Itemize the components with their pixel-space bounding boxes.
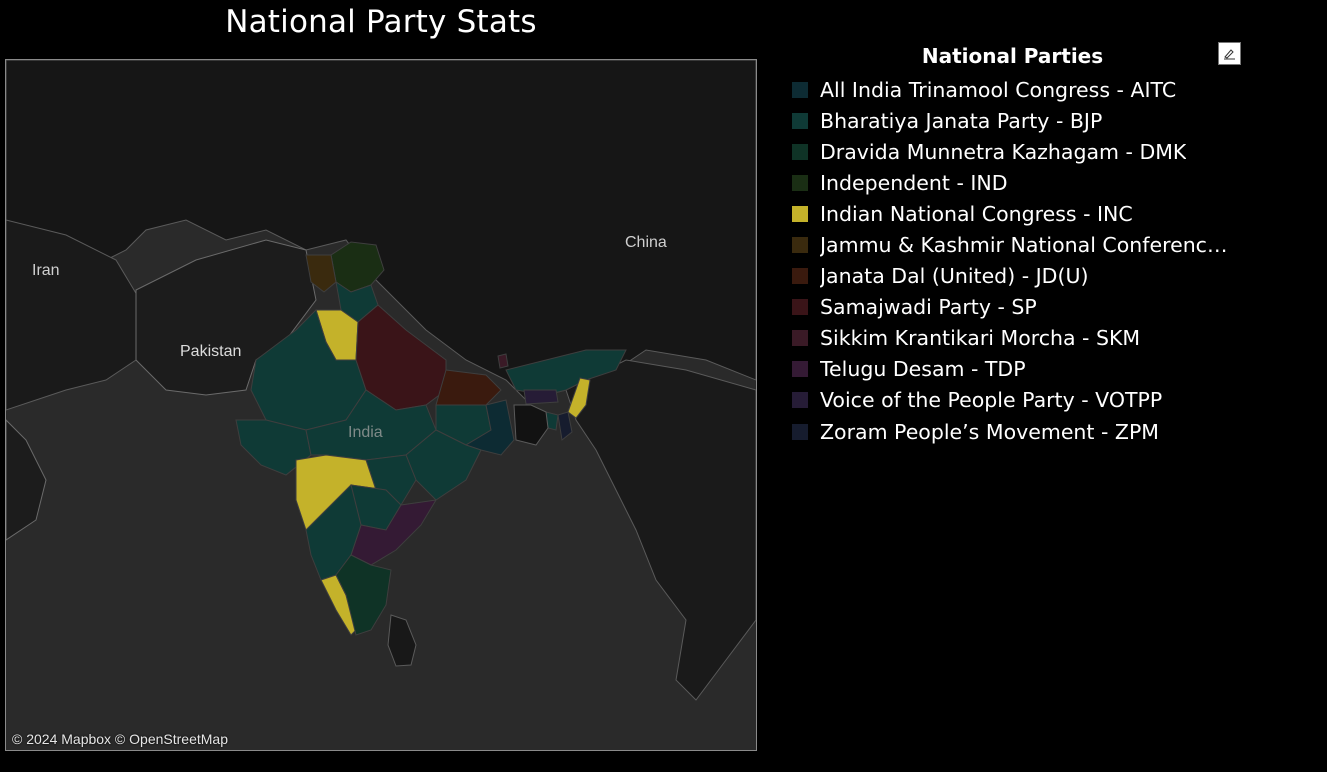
legend-swatch [792,205,808,222]
legend-label: Telugu Desam - TDP [820,357,1026,382]
legend-item[interactable]: Telugu Desam - TDP [790,354,1240,385]
legend-item[interactable]: Bharatiya Janata Party - BJP [790,105,1240,136]
legend-label: Zoram People’s Movement - ZPM [820,419,1159,444]
map-canvas[interactable]: Iran Pakistan India China [6,60,756,750]
legend-label: Sikkim Krantikari Morcha - SKM [820,326,1141,351]
legend-swatch [792,81,808,98]
legend-swatch [792,299,808,316]
legend-title: National Parties [921,44,1104,68]
page-title: National Party Stats [225,4,537,40]
legend-swatch [792,392,808,409]
land-bangladesh [513,404,549,446]
legend-swatch [792,268,808,285]
legend-swatch [792,237,808,254]
legend-swatch [792,174,808,191]
legend-swatch [792,330,808,347]
legend-item[interactable]: All India Trinamool Congress - AITC [790,74,1240,105]
legend-label: Samajwadi Party - SP [820,295,1037,320]
legend: National Parties All India Trinamool Con… [790,42,1240,447]
state-sikkim[interactable] [497,353,509,369]
land-arabia [6,419,47,541]
legend-list: All India Trinamool Congress - AITC Bhara… [790,74,1240,447]
state-odisha[interactable] [405,429,482,501]
legend-item[interactable]: Zoram People’s Movement - ZPM [790,416,1240,447]
land-iran [6,219,147,411]
legend-item[interactable]: Indian National Congress - INC [790,198,1240,229]
land-sri-lanka [387,614,417,667]
legend-item[interactable]: Samajwadi Party - SP [790,292,1240,323]
state-meghalaya[interactable] [523,389,559,405]
legend-label: Dravida Munnetra Kazhagam - DMK [820,139,1187,164]
state-tamil-nadu[interactable] [335,554,392,636]
state-west-bengal[interactable] [464,399,515,456]
pen-icon-glyph [1224,49,1235,60]
legend-item[interactable]: Janata Dal (United) - JD(U) [790,261,1240,292]
map-view[interactable]: Iran Pakistan India China © 2024 Mapbox … [5,59,757,751]
state-mizoram[interactable] [557,411,573,441]
legend-swatch [792,423,808,440]
label-iran: Iran [32,262,60,279]
state-up[interactable] [355,304,447,411]
legend-label: Jammu & Kashmir National Conference -... [820,233,1238,258]
legend-item[interactable]: Voice of the People Party - VOTPP [790,385,1240,416]
pen-icon[interactable] [1218,42,1241,65]
legend-item[interactable]: Jammu & Kashmir National Conference -... [790,229,1240,260]
legend-label: Bharatiya Janata Party - BJP [820,108,1103,133]
legend-label: Independent - IND [820,170,1008,195]
legend-swatch [792,361,808,378]
label-india: India [348,424,383,441]
legend-item[interactable]: Sikkim Krantikari Morcha - SKM [790,323,1240,354]
legend-label: Janata Dal (United) - JD(U) [820,264,1089,289]
legend-swatch [792,112,808,129]
legend-item[interactable]: Dravida Munnetra Kazhagam - DMK [790,136,1240,167]
legend-label: Indian National Congress - INC [820,201,1133,226]
legend-item[interactable]: Independent - IND [790,167,1240,198]
label-pakistan: Pakistan [180,343,241,360]
legend-label: Voice of the People Party - VOTPP [820,388,1163,413]
state-manipur-inc[interactable] [567,377,591,419]
legend-swatch [792,143,808,160]
map-attribution[interactable]: © 2024 Mapbox © OpenStreetMap [12,731,228,747]
india-states[interactable] [235,241,627,636]
state-jk-nc[interactable] [305,254,337,293]
label-china: China [625,234,667,251]
legend-label: All India Trinamool Congress - AITC [820,77,1177,102]
land-southeast-asia [565,359,756,701]
